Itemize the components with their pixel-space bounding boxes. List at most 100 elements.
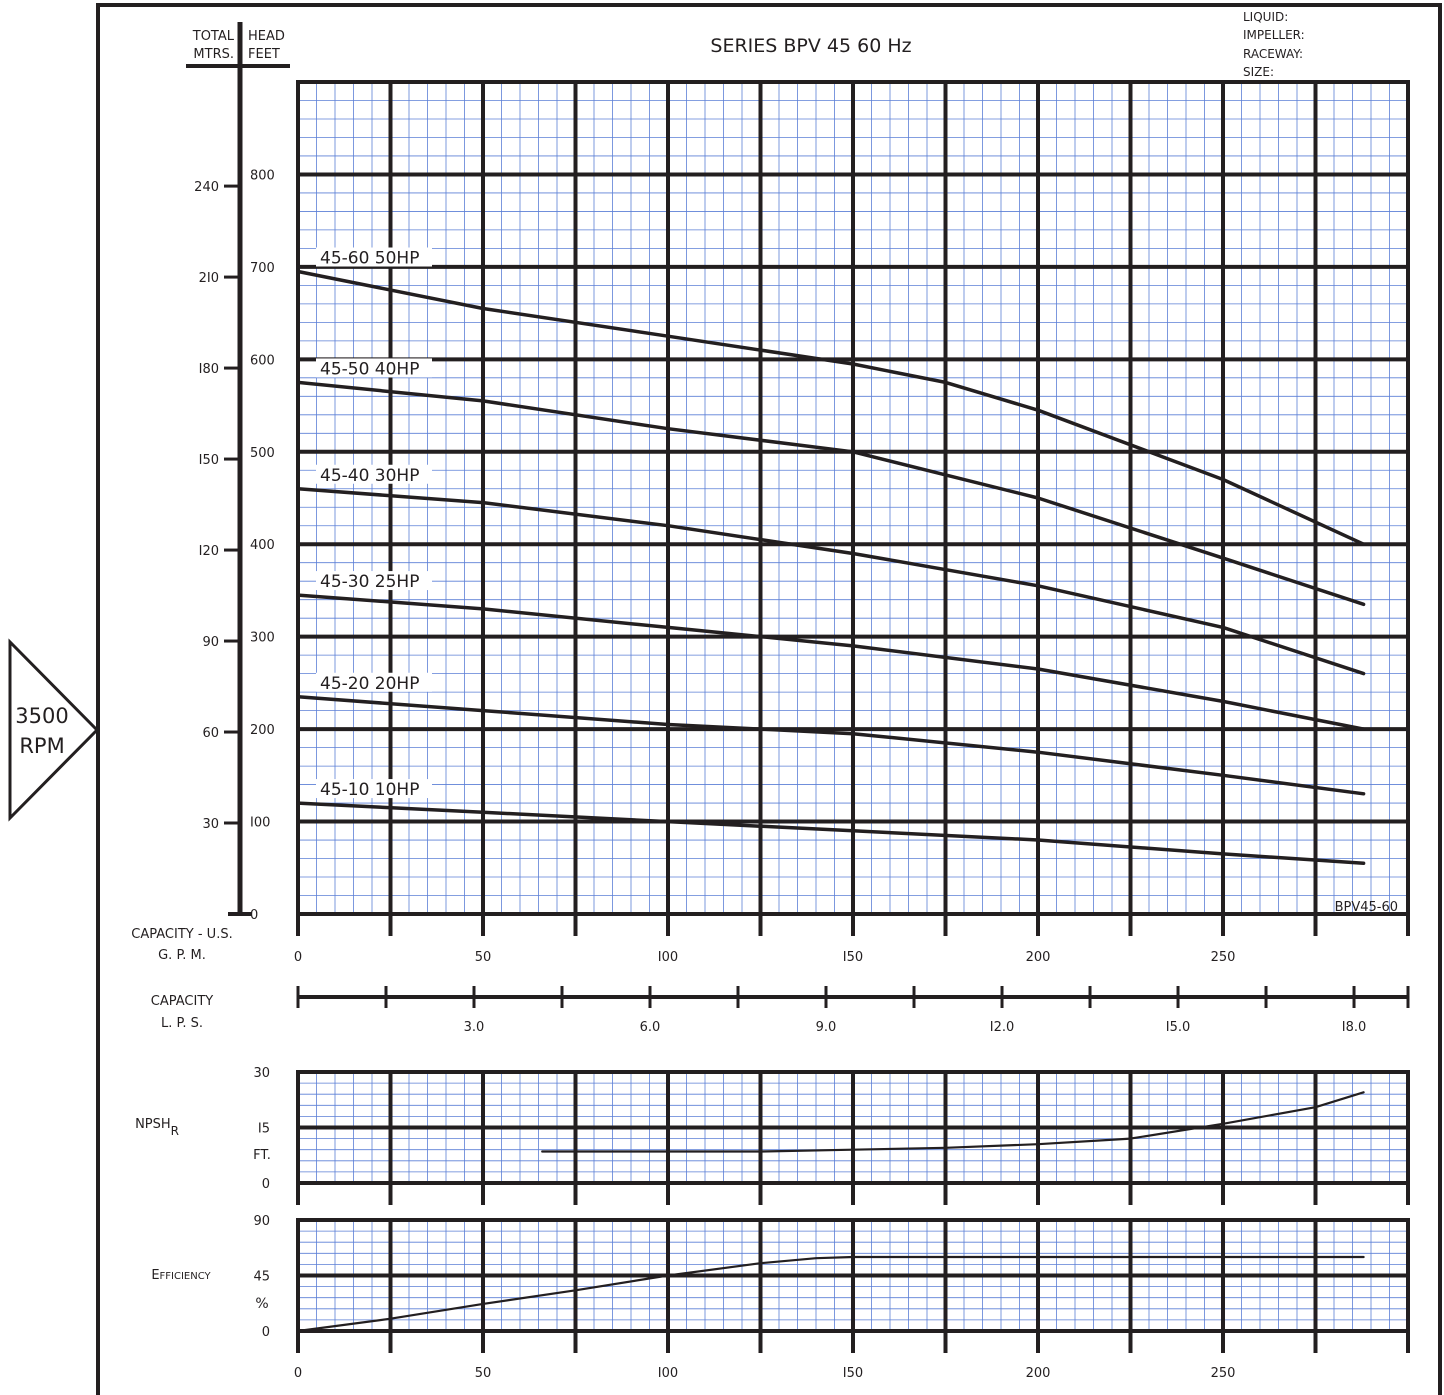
- lps-scale: 3.0 6.0 9.0 I2.0 I5.0 I8.0: [296, 986, 1410, 1035]
- head-tick-label-ft: 400: [250, 538, 275, 553]
- head-curve-1: [296, 695, 1366, 796]
- head-tick-label-ft: 800: [250, 168, 275, 183]
- head-tick-label-m: 30: [202, 817, 219, 832]
- efficiency-label: EFFICIENCY: [151, 1268, 211, 1283]
- gpm-axis-title-line1: CAPACITY - U.S.: [131, 927, 232, 942]
- efficiency-curve: [296, 1255, 1365, 1333]
- head-tick-label-ft: 200: [250, 723, 275, 738]
- head-curve-labels: 45-10 10HP 45-20 20HP 45-30 25HP 45-40 30HP…: [316, 247, 432, 800]
- lps-tick-label: I5.0: [1166, 1020, 1191, 1035]
- head-curve-0: [296, 801, 1366, 865]
- head-curves: [296, 269, 1366, 865]
- efficiency-x-tick-label: I50: [843, 1366, 863, 1381]
- gpm-axis-tick-labels: 0 50 I00 I50 200 250: [294, 950, 1236, 965]
- npsh-unit: FT.: [253, 1148, 271, 1163]
- gpm-tick-label: I50: [843, 950, 863, 965]
- curve-label-backing: [316, 464, 432, 484]
- head-axis-ticks-m: 30 60 90 I20 I50 I80 2I0 240: [194, 180, 240, 832]
- npsh-tick-label: I5: [258, 1122, 270, 1137]
- rpm-value: 3500: [15, 704, 68, 728]
- head-chart: 45-10 10HP 45-20 20HP 45-30 25HP 45-40 30HP…: [296, 80, 1410, 936]
- head-tick-label-m: I80: [199, 362, 219, 377]
- head-tick-label-ft: 0: [250, 908, 258, 923]
- efficiency-tick-label: 45: [253, 1270, 270, 1285]
- efficiency-x-tick-labels: 0 50 I00 I50 200 250: [294, 1366, 1236, 1381]
- rpm-badge: 3500 RPM: [8, 638, 100, 822]
- info-liquid: LIQUID:: [1243, 10, 1288, 24]
- npsh-tick-label: 0: [262, 1177, 270, 1192]
- axis-title-feet: FEET: [248, 47, 280, 62]
- info-size: SIZE:: [1243, 65, 1274, 79]
- npsh-tick-label: 30: [253, 1066, 270, 1081]
- rpm-unit: RPM: [19, 734, 64, 758]
- lps-scale-title-line2: L. P. S.: [161, 1016, 203, 1031]
- sheet-border: [96, 3, 1442, 1395]
- curve-label-backing: [316, 571, 432, 591]
- curve-label-backing: [316, 358, 432, 378]
- curve-label: 45-20 20HP: [320, 674, 419, 694]
- head-tick-label-m: I20: [199, 544, 219, 559]
- head-curve-3: [296, 487, 1366, 676]
- efficiency-x-tick-label: 0: [294, 1366, 302, 1381]
- head-tick-label-m: 2I0: [199, 271, 219, 286]
- lps-tick-label: I8.0: [1342, 1020, 1367, 1035]
- efficiency-major-grid: [296, 1218, 1410, 1353]
- head-tick-label-ft: 700: [250, 261, 275, 276]
- gpm-tick-label: 200: [1026, 950, 1051, 965]
- lps-tick-label: 6.0: [640, 1020, 661, 1035]
- head-chart-major-grid: [296, 80, 1410, 936]
- info-impeller: IMPELLER:: [1243, 28, 1305, 42]
- lps-scale-title-line1: CAPACITY: [151, 994, 213, 1009]
- head-tick-label-ft: I00: [250, 816, 270, 831]
- curve-label: 45-60 50HP: [320, 249, 419, 269]
- efficiency-x-tick-label: 50: [475, 1366, 492, 1381]
- npsh-major-grid: [296, 1070, 1410, 1205]
- head-axis-ticks-ft: 0 I00 200 300 400 500 600 700 800: [250, 168, 275, 923]
- gpm-tick-label: 250: [1211, 950, 1236, 965]
- efficiency-x-tick-label: 250: [1211, 1366, 1236, 1381]
- npsh-curve-group: [541, 1091, 1365, 1153]
- efficiency-tick-label: 0: [262, 1325, 270, 1340]
- head-tick-label-m: 90: [202, 635, 219, 650]
- curve-label: 45-30 25HP: [320, 572, 419, 592]
- lps-tick-label: 9.0: [816, 1020, 837, 1035]
- head-curve-5: [296, 269, 1366, 546]
- lps-tick-label: I2.0: [990, 1020, 1015, 1035]
- npsh-label: NPSHR: [135, 1117, 179, 1138]
- head-tick-label-ft: 300: [250, 631, 275, 646]
- head-tick-label-m: 60: [202, 726, 219, 741]
- efficiency-x-tick-label: 200: [1026, 1366, 1051, 1381]
- npsh-chart: NPSHR FT. 0 I5 30: [135, 1066, 1410, 1205]
- axis-title-head: HEAD: [248, 29, 285, 44]
- curve-label-backing: [316, 247, 432, 267]
- head-tick-label-ft: 600: [250, 353, 275, 368]
- curve-label-backing: [316, 672, 432, 692]
- npsh-curve: [541, 1091, 1365, 1153]
- curve-label-backing: [316, 779, 432, 799]
- chart-code: BPV45-60: [1335, 900, 1398, 915]
- head-curve-4: [296, 380, 1366, 607]
- efficiency-tick-label: 90: [253, 1214, 270, 1229]
- chart-title: SERIES BPV 45 60 Hz: [710, 35, 911, 57]
- rpm-arrow-shape: [8, 638, 100, 822]
- head-tick-label-m: I50: [199, 453, 219, 468]
- info-raceway: RACEWAY:: [1243, 47, 1303, 61]
- efficiency-tick-labels: 0 45 90: [253, 1214, 270, 1340]
- gpm-tick-label: I00: [658, 950, 678, 965]
- head-tick-label-ft: 500: [250, 446, 275, 461]
- efficiency-chart: EFFICIENCY % 0 45 90 0 50 I00 I50 200 250: [151, 1214, 1410, 1381]
- head-axis: TOTAL MTRS. HEAD FEET 30 60 90 I20 I50 I80 2I0…: [186, 22, 290, 923]
- axis-title-total: TOTAL: [192, 29, 235, 44]
- head-tick-label-m: 240: [194, 180, 219, 195]
- info-block: LIQUID: IMPELLER: RACEWAY: SIZE:: [1243, 10, 1305, 79]
- efficiency-curve-group: [296, 1255, 1365, 1333]
- curve-label: 45-50 40HP: [320, 359, 419, 379]
- efficiency-unit: %: [255, 1296, 268, 1312]
- gpm-tick-label: 0: [294, 950, 302, 965]
- lps-tick-label: 3.0: [464, 1020, 485, 1035]
- head-curve-2: [296, 593, 1366, 731]
- curve-label: 45-10 10HP: [320, 780, 419, 800]
- gpm-axis-title-line2: G. P. M.: [158, 948, 206, 963]
- npsh-tick-labels: 0 I5 30: [253, 1066, 270, 1192]
